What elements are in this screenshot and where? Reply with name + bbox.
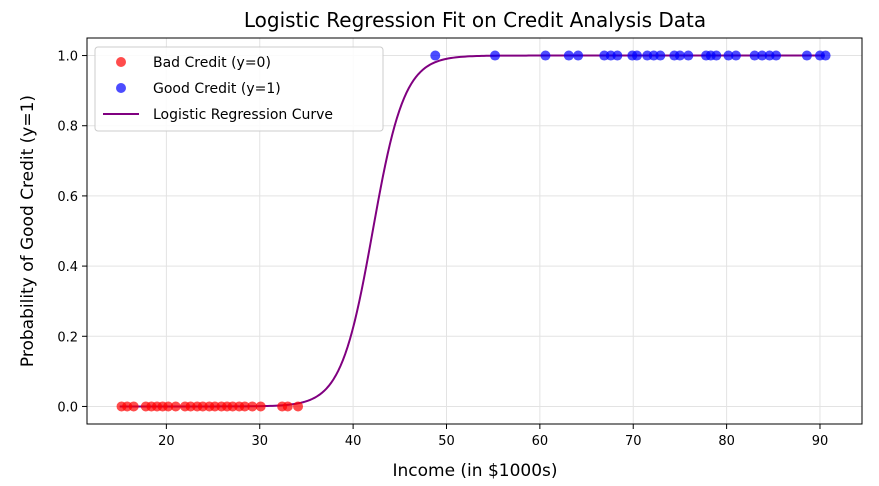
bad-credit-point xyxy=(170,401,181,412)
y-tick-label: 0.8 xyxy=(57,120,78,135)
axis-ticks: 20 30 40 50 60 70 80 90 0.0 0.2 0.4 0.6 0.8 1.0 xyxy=(57,50,828,449)
scatter-points xyxy=(116,50,831,412)
good-credit-point xyxy=(711,50,722,61)
plot-frame xyxy=(86,37,863,425)
legend-label: Logistic Regression Curve xyxy=(153,107,333,123)
good-credit-point xyxy=(820,50,831,61)
bad-credit-point xyxy=(239,401,250,412)
good-credit-point xyxy=(573,50,584,61)
x-tick-label: 60 xyxy=(532,434,549,449)
bad-credit-point xyxy=(282,401,293,412)
legend-marker xyxy=(116,83,126,93)
good-credit-point xyxy=(757,50,768,61)
good-credit-point xyxy=(749,50,760,61)
x-tick-label: 30 xyxy=(251,434,268,449)
y-tick-label: 1.0 xyxy=(57,50,78,65)
bad-credit-point xyxy=(255,401,266,412)
legend-item: Bad Credit (y=0) xyxy=(116,55,271,71)
y-tick-label: 0.2 xyxy=(57,330,78,345)
good-credit-point xyxy=(430,50,441,61)
legend-label: Bad Credit (y=0) xyxy=(153,55,271,71)
y-axis-label: Probability of Good Credit (y=1) xyxy=(18,95,38,367)
good-credit-point xyxy=(723,50,734,61)
good-credit-point xyxy=(631,50,642,61)
good-credit-point xyxy=(540,50,551,61)
chart-title: Logistic Regression Fit on Credit Analys… xyxy=(244,8,706,32)
good-credit-point xyxy=(771,50,782,61)
x-tick-label: 70 xyxy=(625,434,642,449)
x-tick-label: 50 xyxy=(438,434,455,449)
legend-marker xyxy=(116,57,126,67)
legend-item: Good Credit (y=1) xyxy=(116,81,281,97)
good-credit-point xyxy=(683,50,694,61)
bad-credit-point xyxy=(293,401,304,412)
legend-box xyxy=(94,46,384,132)
good-credit-point xyxy=(801,50,812,61)
good-credit-point xyxy=(730,50,741,61)
y-tick-label: 0.6 xyxy=(57,190,78,205)
good-credit-point xyxy=(655,50,666,61)
bad-credit-point xyxy=(163,401,174,412)
bad-credit-point xyxy=(128,401,139,412)
good-credit-point xyxy=(490,50,501,61)
legend-item: Logistic Regression Curve xyxy=(103,107,333,123)
x-tick-label: 40 xyxy=(345,434,362,449)
good-credit-point xyxy=(674,50,685,61)
legend-label: Good Credit (y=1) xyxy=(153,81,281,97)
legend: Bad Credit (y=0) Good Credit (y=1) Logisti… xyxy=(94,46,384,132)
x-tick-label: 80 xyxy=(718,434,735,449)
y-tick-label: 0.0 xyxy=(57,400,78,415)
bad-credit-point xyxy=(247,401,258,412)
y-tick-label: 0.4 xyxy=(57,260,78,275)
good-credit-point xyxy=(563,50,574,61)
good-credit-point xyxy=(612,50,623,61)
x-tick-label: 20 xyxy=(158,434,175,449)
x-axis-label: Income (in $1000s) xyxy=(392,461,557,481)
x-tick-label: 90 xyxy=(812,434,829,449)
